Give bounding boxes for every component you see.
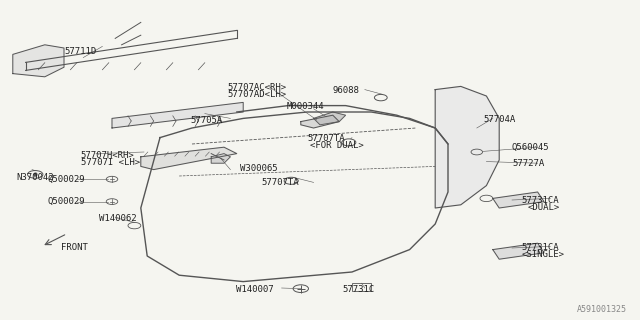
Polygon shape — [493, 192, 544, 208]
Text: 57707I <LH>: 57707I <LH> — [81, 158, 140, 167]
Polygon shape — [301, 115, 339, 128]
Text: 57707AD<LH>: 57707AD<LH> — [228, 90, 287, 99]
Text: W300065: W300065 — [240, 164, 278, 173]
Text: 96088: 96088 — [333, 86, 360, 95]
Text: 57731CA: 57731CA — [522, 243, 559, 252]
Text: 57707TA: 57707TA — [261, 178, 299, 187]
Text: <FOR DUAL>: <FOR DUAL> — [310, 141, 364, 150]
Polygon shape — [141, 147, 237, 170]
Text: A591001325: A591001325 — [577, 305, 627, 314]
Text: <DUAL>: <DUAL> — [528, 203, 560, 212]
Text: 57707TA: 57707TA — [307, 134, 345, 143]
Text: 57727A: 57727A — [512, 159, 544, 168]
Polygon shape — [112, 102, 243, 128]
Text: 57707AC<RH>: 57707AC<RH> — [228, 83, 287, 92]
Text: 57705A: 57705A — [191, 116, 223, 124]
Text: 57731CA: 57731CA — [522, 196, 559, 204]
Text: W140062: W140062 — [99, 214, 137, 223]
Polygon shape — [493, 243, 544, 259]
Text: Q560045: Q560045 — [512, 143, 550, 152]
Text: Q500029: Q500029 — [48, 175, 86, 184]
Bar — [352, 283, 371, 291]
Text: 57704A: 57704A — [483, 115, 515, 124]
Text: 57711D: 57711D — [64, 47, 96, 56]
Text: Q500029: Q500029 — [48, 197, 86, 206]
Text: <SINGLE>: <SINGLE> — [522, 250, 564, 259]
Polygon shape — [211, 154, 230, 163]
Polygon shape — [435, 86, 499, 208]
Polygon shape — [13, 45, 64, 77]
Text: N370042: N370042 — [16, 173, 54, 182]
Text: 57707H<RH>: 57707H<RH> — [81, 151, 134, 160]
Text: M000344: M000344 — [287, 102, 324, 111]
Text: 57731C: 57731C — [342, 285, 374, 294]
Polygon shape — [314, 112, 346, 125]
Text: W140007: W140007 — [236, 285, 273, 294]
Text: FRONT: FRONT — [61, 243, 88, 252]
